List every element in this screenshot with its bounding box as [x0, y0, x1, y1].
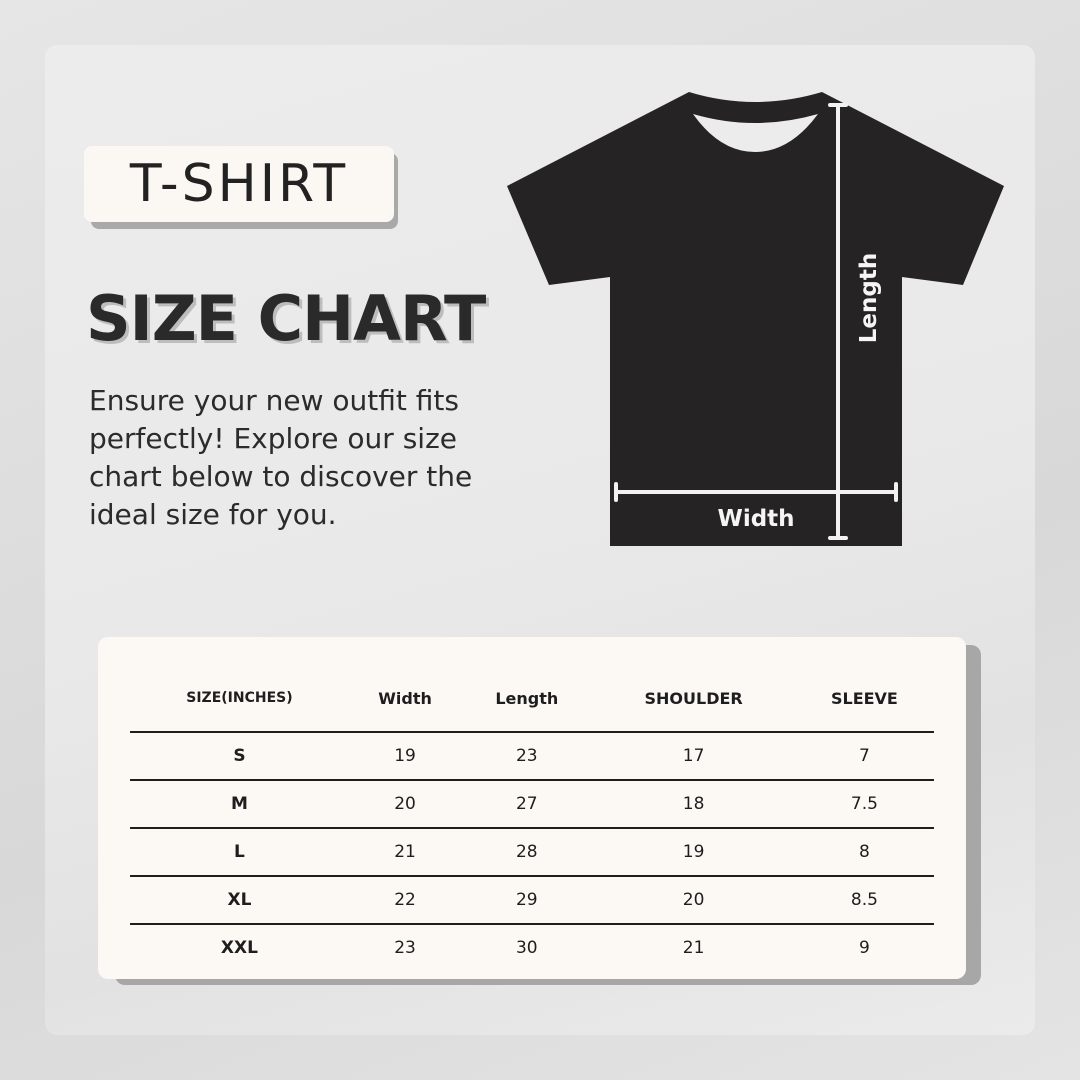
header-width: Width	[348, 665, 462, 733]
header-length: Length	[461, 665, 593, 733]
value-cell: 7.5	[794, 780, 934, 829]
value-cell: 21	[348, 828, 462, 877]
width-label: Width	[717, 506, 794, 532]
measure-lines	[614, 103, 898, 540]
size-cell: M	[130, 780, 349, 829]
size-table: SIZE(INCHES) Width Length SHOULDER SLEEV…	[130, 665, 934, 971]
value-cell: 27	[461, 780, 593, 829]
tshirt-shape	[507, 92, 1004, 546]
value-cell: 30	[515, 938, 538, 958]
badge-text: T-SHIRT	[129, 154, 349, 214]
table-header-row: SIZE(INCHES) Width Length SHOULDER SLEEV…	[130, 665, 934, 733]
value-cell: 19	[592, 828, 795, 877]
value-cell: 17	[592, 732, 795, 781]
value-cell: 8.5	[794, 876, 934, 925]
value-cell: 19	[348, 732, 462, 781]
table-row: XL 22 29 20 8.5	[130, 876, 934, 925]
size-cell: S	[130, 732, 349, 781]
size-table-card: SIZE(INCHES) Width Length SHOULDER SLEEV…	[98, 637, 966, 979]
table-row: M 20 27 18 7.5	[130, 780, 934, 829]
size-cell: XXL	[220, 938, 258, 958]
table-row: L 21 28 19 8	[130, 828, 934, 877]
value-cell: 23	[461, 732, 593, 781]
value-cell: 20	[348, 780, 462, 829]
value-cell: 23	[394, 938, 416, 958]
page-title: SIZE CHART	[86, 282, 486, 355]
value-cell: 29	[461, 876, 593, 925]
table-row: S 19 23 17 7	[130, 732, 934, 781]
length-label: Length	[856, 253, 882, 343]
product-badge: T-SHIRT	[84, 146, 394, 222]
value-cell: 22	[348, 876, 462, 925]
size-cell: L	[130, 828, 349, 877]
table-row: XXL 23 30 21 9	[130, 924, 934, 971]
header-size: SIZE(INCHES)	[130, 665, 349, 733]
tshirt-diagram: Width Length	[507, 92, 1004, 546]
value-cell: 20	[592, 876, 795, 925]
value-cell: 9	[859, 938, 870, 958]
header-shoulder: SHOULDER	[592, 665, 795, 733]
value-cell: 21	[682, 938, 705, 958]
value-cell: 28	[461, 828, 593, 877]
header-sleeve: SLEEVE	[794, 665, 934, 733]
description: Ensure your new outfit fits perfectly! E…	[89, 384, 473, 531]
value-cell: 7	[794, 732, 934, 781]
size-cell: XL	[130, 876, 349, 925]
neck-opening	[693, 114, 818, 152]
value-cell: 18	[592, 780, 795, 829]
value-cell: 8	[794, 828, 934, 877]
